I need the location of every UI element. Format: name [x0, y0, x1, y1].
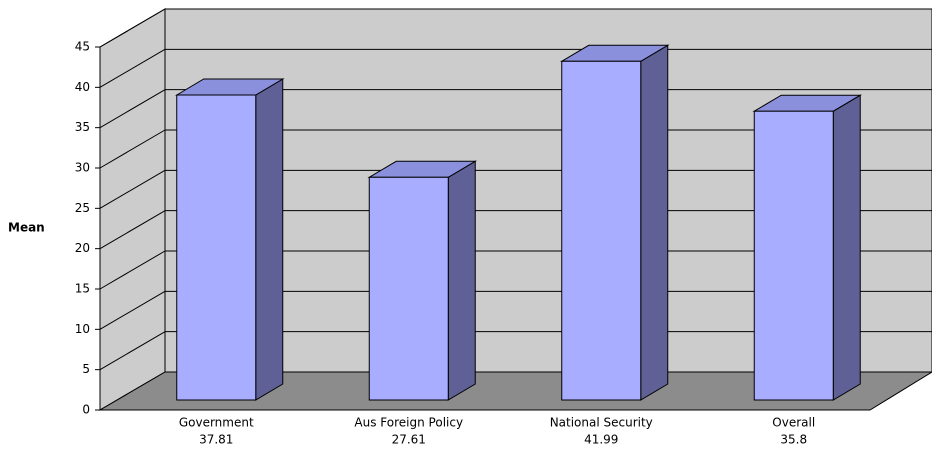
bar-side [832, 94, 861, 401]
value-label: 35.8 [780, 433, 807, 447]
bar [753, 110, 834, 401]
y-axis-label: Mean [8, 221, 45, 235]
y-tick-label: 40 [75, 80, 90, 94]
y-tick-label: 35 [75, 120, 90, 134]
y-tick-label: 25 [75, 201, 90, 215]
y-tick-label: 45 [75, 40, 90, 54]
x-tick-label: Aus Foreign Policy [354, 416, 463, 430]
x-tick-label: Overall [772, 416, 815, 430]
floor [98, 371, 932, 411]
x-tick-label: Government [179, 416, 254, 430]
value-label: 41.99 [584, 433, 618, 447]
bar-side [640, 44, 669, 401]
x-tick-label: National Security [550, 416, 653, 430]
grid-line [99, 89, 166, 129]
grid-line [99, 250, 166, 290]
grid-line [99, 210, 166, 250]
y-tick-label: 5 [82, 362, 90, 376]
y-tick-label: 10 [75, 322, 90, 336]
y-tick-label: 15 [75, 282, 90, 296]
bar [368, 176, 449, 401]
bar-side [255, 78, 284, 401]
grid-line [99, 8, 166, 48]
value-label: 27.61 [392, 433, 426, 447]
value-label: 37.81 [199, 433, 233, 447]
grid-line [99, 290, 166, 330]
bar-side [447, 160, 476, 401]
grid-line [99, 331, 166, 371]
y-tick-label: 0 [82, 403, 90, 417]
grid-line [99, 129, 166, 169]
side-wall [99, 8, 166, 411]
bar [561, 60, 642, 401]
y-tick-label: 20 [75, 241, 90, 255]
bar [176, 94, 257, 401]
y-tick-label: 30 [75, 161, 90, 175]
grid-line [99, 48, 166, 88]
grid-line [99, 169, 166, 209]
